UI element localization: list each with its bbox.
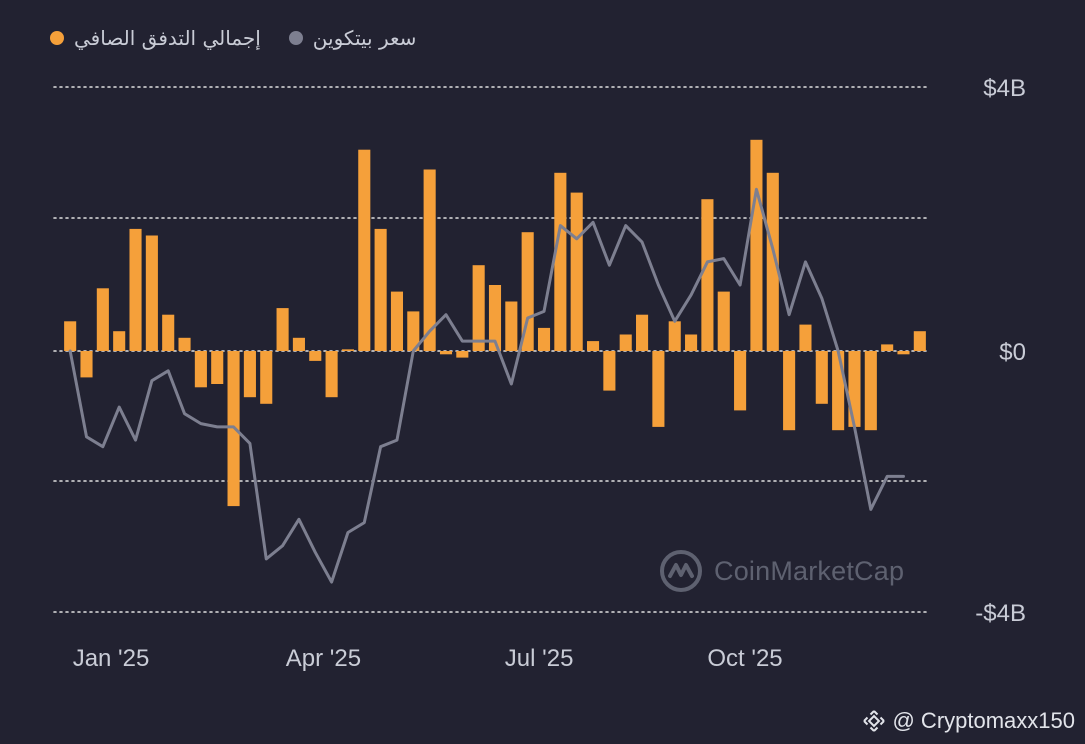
legend-label-btc-price: سعر بيتكوين <box>312 26 417 50</box>
bar-2[interactable] <box>96 288 109 351</box>
bar-38[interactable] <box>685 334 698 352</box>
x-tick-label-3: Oct '25 <box>707 645 782 672</box>
bar-47[interactable] <box>832 351 845 431</box>
bar-21[interactable] <box>407 311 420 351</box>
bar-41[interactable] <box>734 351 747 411</box>
bar-45[interactable] <box>799 324 812 351</box>
binance-logo-icon <box>863 710 886 732</box>
bar-29[interactable] <box>537 327 551 351</box>
btc-price-series-line[interactable] <box>68 187 905 584</box>
bar-30[interactable] <box>554 172 567 351</box>
bar-22[interactable] <box>423 169 436 352</box>
bar-49[interactable] <box>864 351 877 431</box>
x-tick-label-1: Apr '25 <box>286 645 361 672</box>
bar-0[interactable] <box>64 321 77 351</box>
bar-3[interactable] <box>113 331 126 351</box>
bar-44[interactable] <box>783 351 796 431</box>
coinmarketcap-logo-icon <box>660 550 702 592</box>
x-tick-label-0: Jan '25 <box>73 645 150 672</box>
bar-40[interactable] <box>717 291 730 351</box>
bar-36[interactable] <box>652 351 665 427</box>
y-tick-label-0: $4B <box>983 75 1026 102</box>
credit-text: @ Cryptomaxx150 <box>892 708 1075 733</box>
bar-39[interactable] <box>701 199 714 351</box>
bar-12[interactable] <box>260 351 273 404</box>
bar-27[interactable] <box>505 301 518 352</box>
bar-26[interactable] <box>488 285 502 351</box>
bar-24[interactable] <box>456 351 469 358</box>
bar-13[interactable] <box>276 308 289 351</box>
net-flow-bars <box>64 139 926 507</box>
x-tick-label-2: Jul '25 <box>505 645 574 672</box>
y-axis-ticks: $4B $0 -$4B <box>975 75 1026 627</box>
bar-6[interactable] <box>162 314 175 351</box>
bar-23[interactable] <box>439 351 453 355</box>
bar-14[interactable] <box>292 337 305 351</box>
bar-43[interactable] <box>766 172 779 351</box>
x-axis-ticks: Jan '25 Apr '25 Jul '25 Oct '25 <box>73 645 783 672</box>
bar-17[interactable] <box>341 349 354 351</box>
bar-52[interactable] <box>913 331 926 351</box>
bar-32[interactable] <box>586 341 600 351</box>
bar-7[interactable] <box>178 337 191 351</box>
btc-price-line <box>68 187 905 584</box>
legend-dot-net-flow <box>50 31 64 45</box>
bar-9[interactable] <box>211 351 224 384</box>
bar-16[interactable] <box>325 351 338 398</box>
bar-31[interactable] <box>570 192 583 351</box>
bar-50[interactable] <box>881 344 894 351</box>
bar-8[interactable] <box>194 351 207 388</box>
bar-5[interactable] <box>145 235 158 352</box>
bar-19[interactable] <box>374 228 387 351</box>
legend-item-btc-price[interactable]: سعر بيتكوين <box>288 26 417 50</box>
coinmarketcap-watermark: CoinMarketCap <box>658 548 904 594</box>
bar-42[interactable] <box>750 139 763 351</box>
bar-11[interactable] <box>243 351 256 398</box>
bar-34[interactable] <box>619 334 632 352</box>
bar-37[interactable] <box>668 321 681 351</box>
legend-label-net-flow: إجمالي التدفق الصافي <box>74 26 261 50</box>
author-credit: @ Cryptomaxx150 <box>862 708 1075 734</box>
bar-46[interactable] <box>815 351 828 404</box>
bar-28[interactable] <box>521 232 534 351</box>
bar-33[interactable] <box>603 351 616 391</box>
legend-dot-btc-price <box>288 31 303 45</box>
bar-51[interactable] <box>897 351 910 355</box>
bar-48[interactable] <box>848 351 861 427</box>
bar-4[interactable] <box>129 228 142 351</box>
bar-1[interactable] <box>80 351 93 378</box>
watermark-text: CoinMarketCap <box>714 555 905 586</box>
bar-20[interactable] <box>390 291 404 351</box>
legend: سعر بيتكوين إجمالي التدفق الصافي <box>50 26 416 50</box>
bar-35[interactable] <box>636 314 649 351</box>
legend-item-net-flow[interactable]: إجمالي التدفق الصافي <box>50 26 261 50</box>
bar-25[interactable] <box>472 265 485 351</box>
bar-18[interactable] <box>358 149 371 351</box>
bar-15[interactable] <box>309 351 322 361</box>
y-tick-label-2: -$4B <box>975 600 1026 627</box>
y-tick-label-1: $0 <box>999 339 1026 366</box>
